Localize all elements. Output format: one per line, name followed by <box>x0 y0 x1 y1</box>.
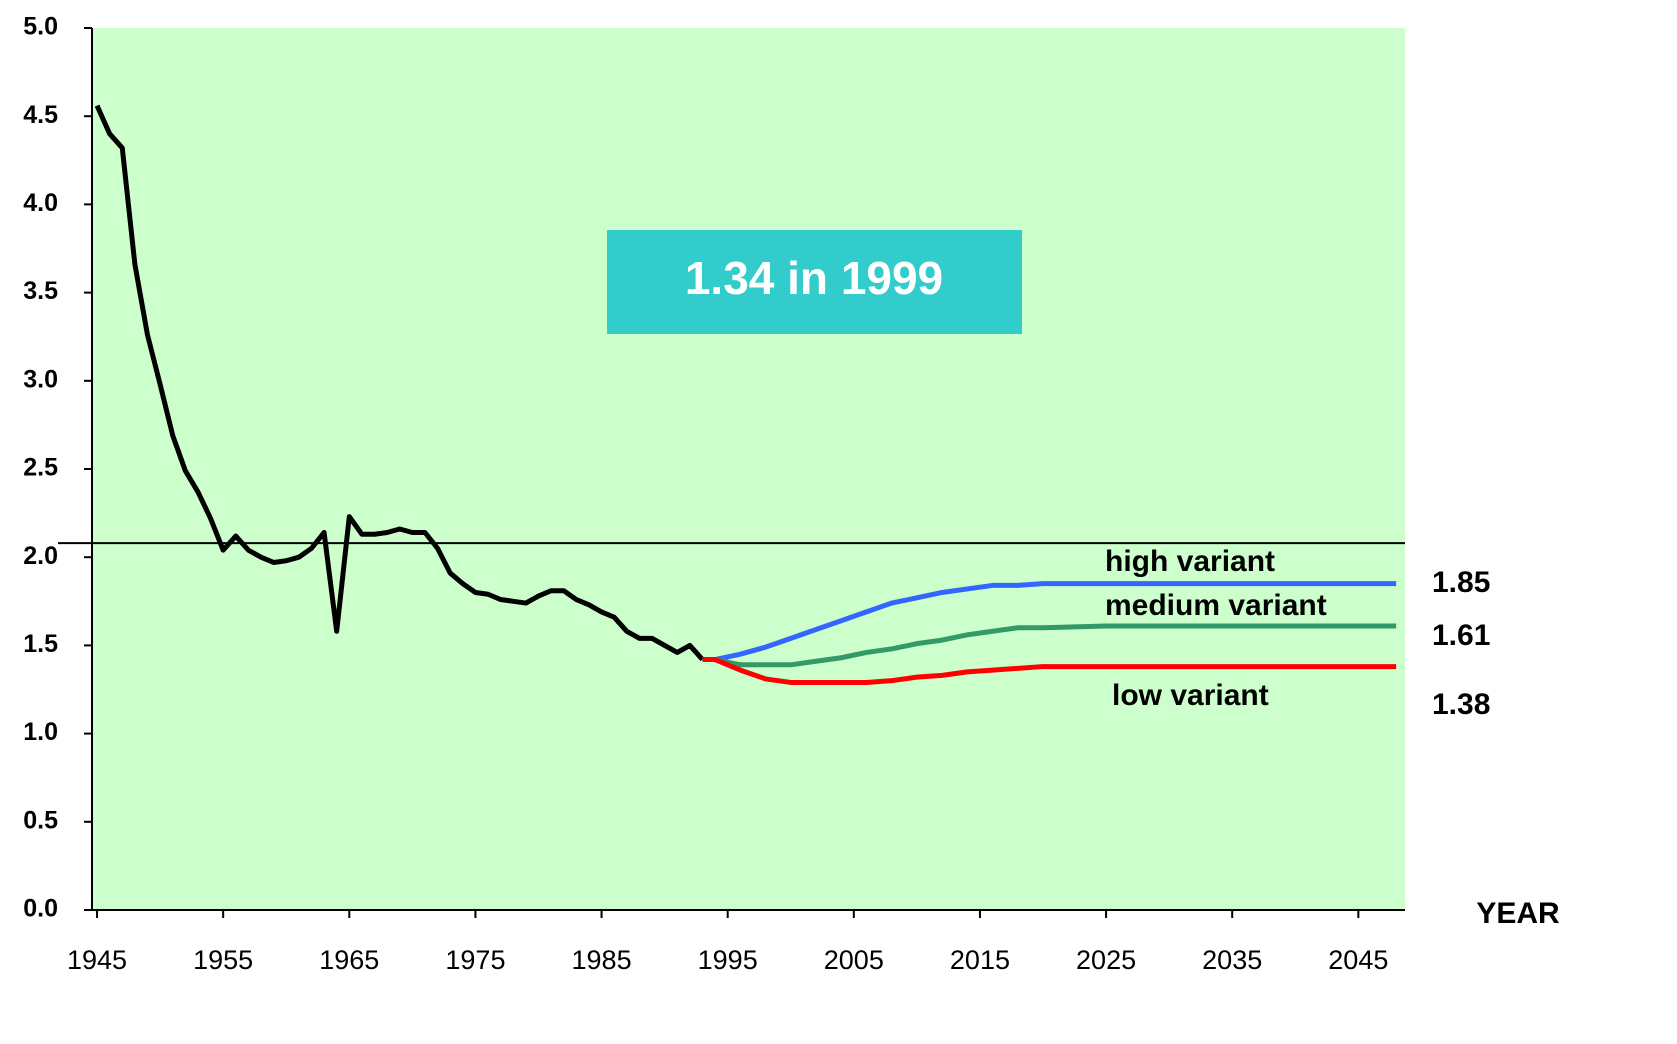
y-tick-label: 4.0 <box>23 189 58 217</box>
x-axis-label: YEAR <box>1476 897 1560 930</box>
series-line <box>714 623 1397 668</box>
y-tick-label: 0.0 <box>23 895 58 923</box>
y-tick-label: 0.5 <box>23 806 58 834</box>
x-tick-label: 1975 <box>445 945 505 975</box>
x-tick-label: 2025 <box>1076 945 1136 975</box>
y-tick-label: 2.5 <box>23 454 58 482</box>
end-value-label: 1.61 <box>1432 619 1490 652</box>
y-tick-label: 3.0 <box>23 365 58 393</box>
series-line <box>714 581 1397 662</box>
y-tick-label: 1.5 <box>23 630 58 658</box>
annotation-box <box>607 230 1022 334</box>
x-tick-label: 2035 <box>1202 945 1262 975</box>
x-tick-label: 1985 <box>572 945 632 975</box>
y-tick-label: 4.5 <box>23 101 58 129</box>
x-tick-label: 1995 <box>698 945 758 975</box>
y-tick-label: 3.5 <box>23 277 58 305</box>
series-line <box>94 104 705 662</box>
end-value-label: 1.38 <box>1432 688 1490 721</box>
series-label: high variant <box>1105 545 1275 578</box>
series-line <box>702 657 1397 685</box>
end-value-label: 1.85 <box>1432 566 1490 599</box>
y-tick-label: 1.0 <box>23 718 58 746</box>
y-tick-label: 5.0 <box>23 13 58 41</box>
plot-area <box>92 28 1405 910</box>
y-tick-label: 2.0 <box>23 542 58 570</box>
x-tick-label: 2045 <box>1328 945 1388 975</box>
annotation: 1.34 in 1999 <box>685 252 943 304</box>
x-tick-label: 1965 <box>319 945 379 975</box>
series-label: medium variant <box>1105 589 1327 622</box>
x-tick-label: 2015 <box>950 945 1010 975</box>
x-tick-label: 1955 <box>193 945 253 975</box>
series-label: low variant <box>1112 679 1269 712</box>
x-tick-label: 1945 <box>67 945 127 975</box>
x-tick-label: 2005 <box>824 945 884 975</box>
